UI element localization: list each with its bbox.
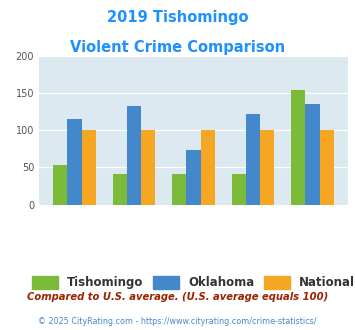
Text: © 2025 CityRating.com - https://www.cityrating.com/crime-statistics/: © 2025 CityRating.com - https://www.city… xyxy=(38,317,317,326)
Bar xyxy=(186,149,201,205)
Bar xyxy=(305,104,320,205)
Bar xyxy=(246,114,260,205)
Bar xyxy=(141,130,155,205)
Legend: Tishomingo, Oklahoma, National: Tishomingo, Oklahoma, National xyxy=(28,273,355,293)
Bar xyxy=(53,164,67,205)
Text: 2019 Tishomingo: 2019 Tishomingo xyxy=(107,10,248,25)
Bar xyxy=(113,174,127,205)
Bar xyxy=(82,130,96,205)
Bar xyxy=(67,119,82,205)
Bar xyxy=(260,130,274,205)
Bar xyxy=(172,174,186,205)
Bar xyxy=(320,130,334,205)
Bar xyxy=(127,106,141,205)
Text: Violent Crime Comparison: Violent Crime Comparison xyxy=(70,40,285,54)
Bar xyxy=(291,89,305,205)
Text: Compared to U.S. average. (U.S. average equals 100): Compared to U.S. average. (U.S. average … xyxy=(27,292,328,302)
Bar xyxy=(201,130,215,205)
Bar xyxy=(231,174,246,205)
